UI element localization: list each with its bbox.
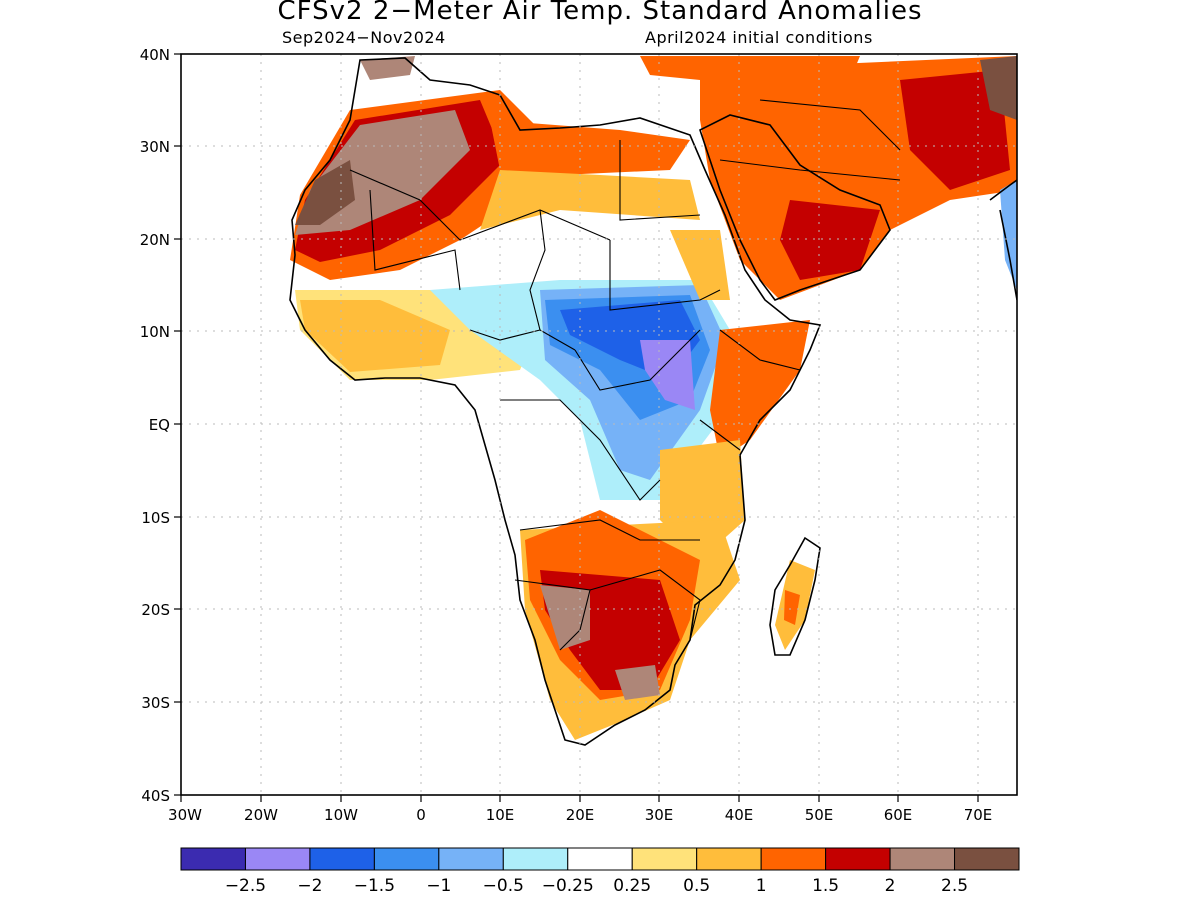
legend-swatch bbox=[309, 847, 375, 871]
lon-label: 60E bbox=[884, 806, 913, 824]
legend-swatch bbox=[696, 847, 762, 871]
longitude-labels: 30W 20W 10W 0 10E 20E 30E 40E 50E 60E 70… bbox=[168, 806, 992, 824]
map-title: CFSv2 2−Meter Air Temp. Standard Anomali… bbox=[277, 0, 923, 26]
lon-label: 20E bbox=[566, 806, 595, 824]
legend-swatch bbox=[244, 847, 311, 871]
madagascar-coastline bbox=[769, 536, 821, 656]
madagascar-hot bbox=[784, 590, 800, 625]
legend-swatch bbox=[760, 847, 827, 871]
south-sudan-coldest bbox=[640, 340, 695, 410]
color-legend: −2.5 −2 −1.5 −1 −0.5 −0.25 0.25 0.5 1 1.5 2 2.5 bbox=[180, 847, 1020, 896]
n-africa-coast-mild bbox=[480, 170, 700, 230]
coastlines bbox=[289, 57, 1017, 746]
india-cool bbox=[1000, 180, 1017, 290]
legend-swatch bbox=[180, 847, 246, 871]
gridlines bbox=[181, 54, 1017, 795]
lat-label: 30N bbox=[140, 138, 170, 156]
lat-label: EQ bbox=[149, 416, 170, 434]
legend-label: 1.5 bbox=[812, 876, 839, 896]
lon-label: 50E bbox=[805, 806, 834, 824]
legend-label: 2 bbox=[885, 876, 896, 896]
n-africa-coast-warm bbox=[490, 120, 690, 175]
lon-label: 10E bbox=[486, 806, 515, 824]
ethiopia-warm bbox=[670, 230, 730, 300]
legend-label: 0.5 bbox=[683, 876, 710, 896]
lon-label: 70E bbox=[964, 806, 993, 824]
west-africa-warm bbox=[300, 300, 450, 372]
forecast-period: Sep2024−Nov2024 bbox=[282, 28, 446, 47]
nw-africa-max bbox=[295, 160, 355, 225]
mediterranean-hot bbox=[640, 56, 860, 80]
legend-label: 2.5 bbox=[941, 876, 968, 896]
anomaly-field bbox=[290, 56, 1017, 745]
legend-swatch bbox=[889, 847, 956, 871]
lon-label: 30W bbox=[168, 806, 202, 824]
legend-label: −1.5 bbox=[354, 876, 395, 896]
lat-label: 30S bbox=[141, 694, 170, 712]
legend-label: −1 bbox=[426, 876, 451, 896]
legend-swatch bbox=[631, 847, 698, 871]
legend-label: −2 bbox=[297, 876, 322, 896]
arabia-very-hot bbox=[780, 200, 880, 280]
legend-label: −0.5 bbox=[483, 876, 524, 896]
legend-swatch bbox=[438, 847, 504, 871]
legend-swatch bbox=[373, 847, 440, 871]
latitude-labels: 40N 30N 20N 10N EQ 10S 20S 30S 40S bbox=[140, 46, 170, 805]
tick-marks bbox=[174, 53, 979, 802]
legend-label: 1 bbox=[756, 876, 767, 896]
morocco-max bbox=[360, 56, 415, 80]
namibia-extreme bbox=[540, 585, 590, 650]
lon-label: 10W bbox=[324, 806, 358, 824]
legend-label: −0.25 bbox=[542, 876, 594, 896]
lon-label: 40E bbox=[725, 806, 754, 824]
legend-swatch bbox=[825, 847, 891, 871]
lat-label: 40S bbox=[141, 787, 170, 805]
lat-label: 20N bbox=[140, 231, 170, 249]
lat-label: 10N bbox=[140, 323, 170, 341]
iran-extreme bbox=[980, 56, 1017, 120]
initial-conditions: April2024 initial conditions bbox=[645, 28, 873, 47]
africa-coastline bbox=[289, 57, 822, 746]
india-coastline bbox=[989, 179, 1017, 301]
lat-label: 20S bbox=[141, 601, 170, 619]
legend-label: 0.25 bbox=[613, 876, 651, 896]
lon-label: 30E bbox=[645, 806, 674, 824]
lon-label: 0 bbox=[416, 806, 426, 824]
arabia-coastline bbox=[699, 114, 891, 301]
legend-swatch bbox=[567, 847, 633, 871]
iran-very-hot bbox=[900, 70, 1010, 190]
east-africa-warm bbox=[710, 320, 810, 460]
drakensberg-extreme bbox=[615, 665, 660, 700]
country-borders bbox=[349, 99, 901, 651]
lat-label: 10S bbox=[141, 509, 170, 527]
legend-swatch bbox=[502, 847, 569, 871]
legend-label: −2.5 bbox=[225, 876, 266, 896]
legend-swatch bbox=[954, 847, 1020, 871]
lon-label: 20W bbox=[244, 806, 278, 824]
lat-label: 40N bbox=[140, 46, 170, 64]
